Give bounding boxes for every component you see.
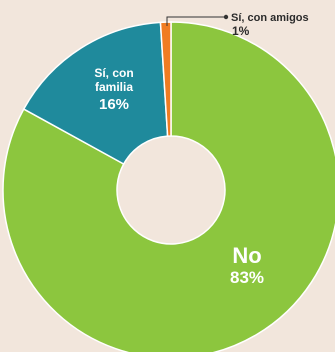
slice-si-con-amigos xyxy=(159,21,172,137)
leader-dot-amigos xyxy=(223,14,229,20)
slice-label-familia-line1: Sí, con xyxy=(94,66,133,80)
leader-line-amigos xyxy=(166,16,224,26)
slice-value-no: 83% xyxy=(230,268,264,287)
slice-value-amigos: 1% xyxy=(232,24,250,38)
slice-value-familia: 16% xyxy=(99,96,129,113)
slice-label-no: No xyxy=(232,243,261,268)
slice-label-familia-line2: familia xyxy=(95,80,133,94)
slice-si-con-familia xyxy=(22,21,169,166)
slice-no xyxy=(2,21,335,352)
slice-label-amigos: Sí, con amigos xyxy=(231,12,309,24)
